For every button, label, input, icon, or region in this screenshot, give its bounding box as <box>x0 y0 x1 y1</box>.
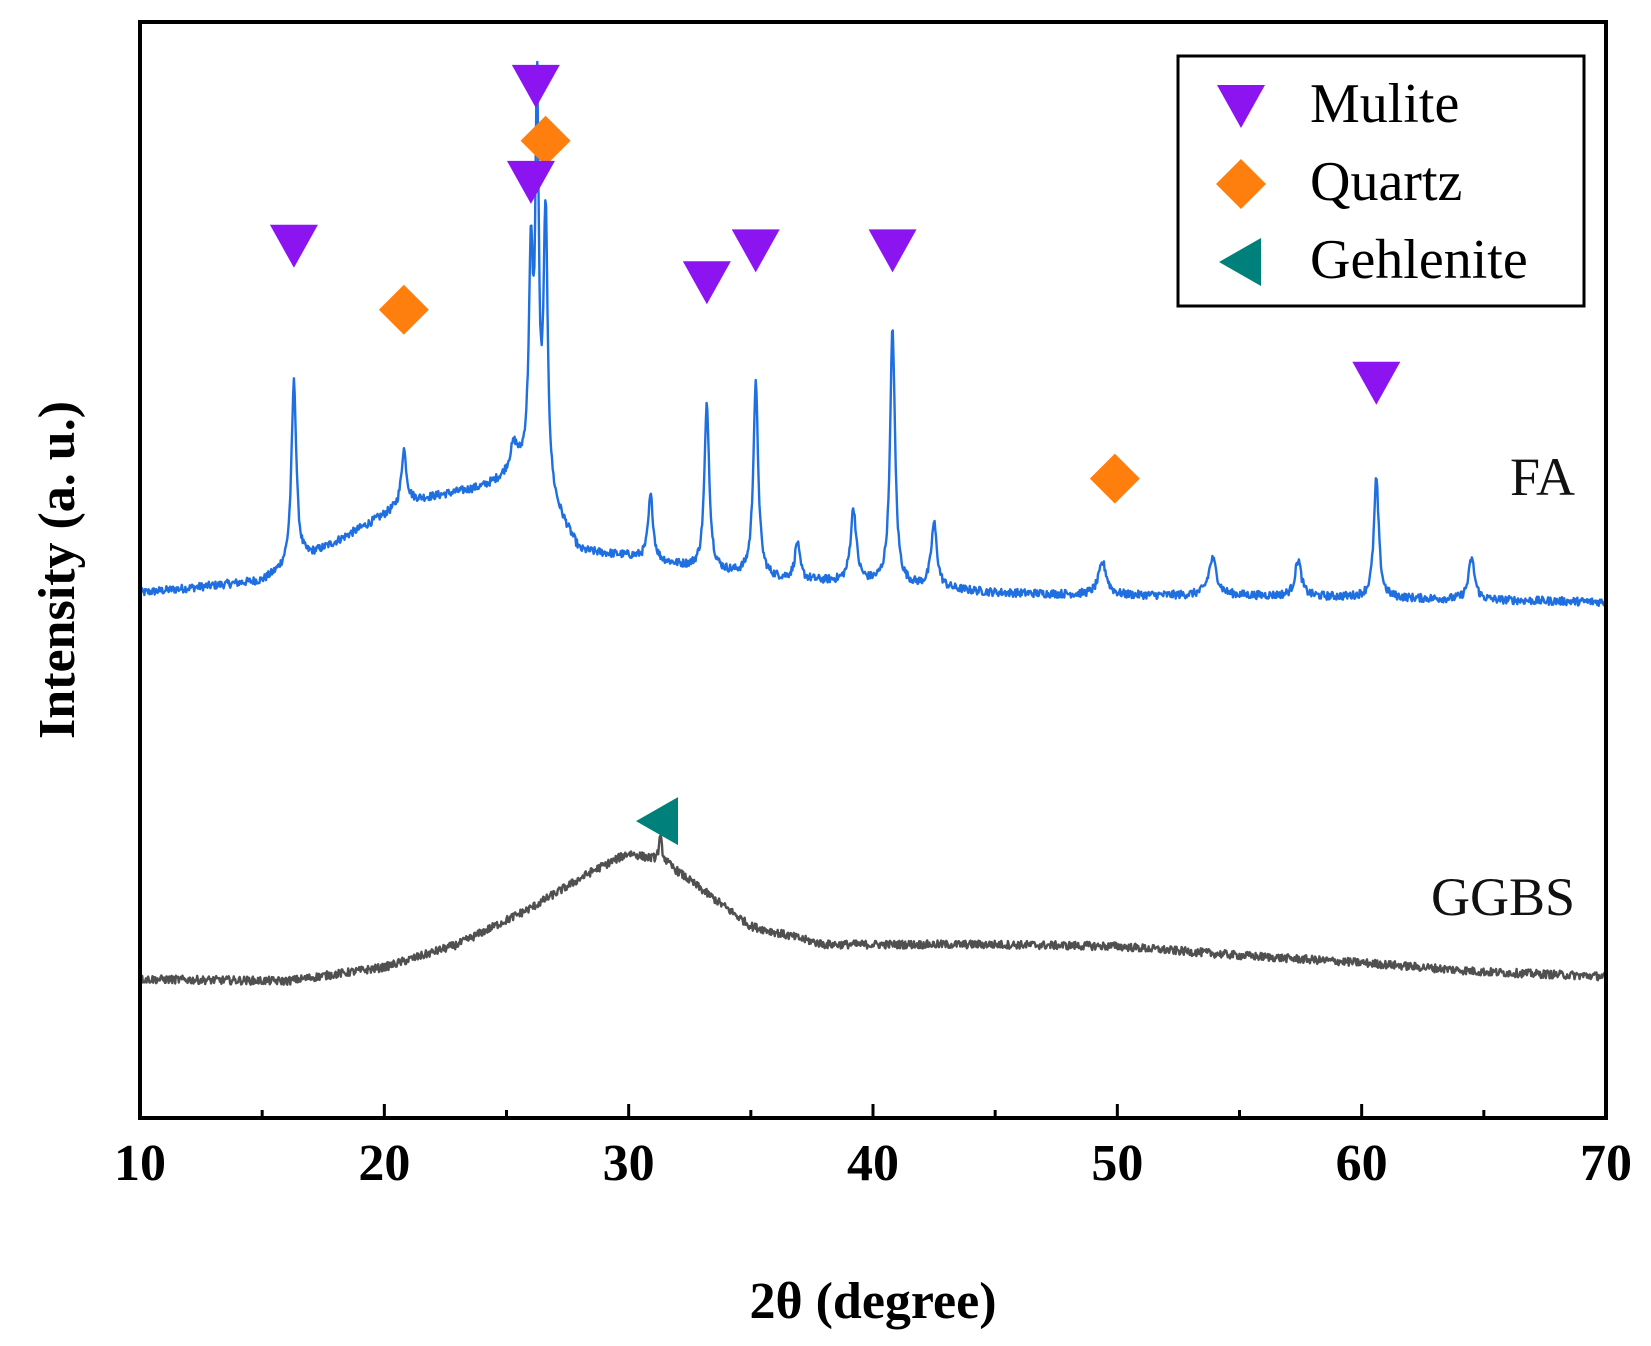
series-layer <box>138 60 1608 986</box>
mulite-marker <box>682 261 731 305</box>
mulite-marker <box>511 64 560 108</box>
quartz-marker <box>520 115 571 166</box>
legend-label-quartz: Quartz <box>1310 151 1462 213</box>
legend-label-gehlenite: Gehlenite <box>1310 229 1528 291</box>
quartz-marker <box>1089 453 1140 504</box>
quartz-marker <box>378 284 429 335</box>
gehlenite-marker <box>635 797 678 846</box>
phase-marker-layer <box>269 64 1401 846</box>
legend: Mulite Quartz Gehlenite <box>1176 54 1586 308</box>
x-tick-label-70: 70 <box>1580 1135 1632 1192</box>
legend-mulite-marker <box>1217 85 1265 128</box>
x-tick-label-20: 20 <box>358 1135 410 1192</box>
y-axis-title: Intensity (a. u.) <box>29 401 86 739</box>
legend-markers <box>1216 85 1266 286</box>
mulite-marker <box>1352 361 1401 405</box>
x-tick-label-50: 50 <box>1091 1135 1143 1192</box>
legend-quartz-marker <box>1216 159 1266 209</box>
x-tick-label-40: 40 <box>847 1135 899 1192</box>
mulite-marker <box>868 229 917 273</box>
mulite-marker <box>269 224 318 268</box>
series-label-fa: FA <box>1510 447 1575 507</box>
x-axis-ticks: 10 20 30 40 50 60 70 <box>114 1104 1632 1192</box>
legend-label-mulite: Mulite <box>1310 73 1459 135</box>
series-label-ggbs: GGBS <box>1431 867 1575 927</box>
series-line-fa <box>138 60 1608 607</box>
mulite-marker <box>506 160 555 204</box>
x-axis-title: 2θ (degree) <box>749 1273 996 1330</box>
legend-gehlenite-marker <box>1219 238 1261 286</box>
x-tick-label-60: 60 <box>1336 1135 1388 1192</box>
series-line-ggbs <box>139 834 1608 986</box>
x-tick-label-10: 10 <box>114 1135 166 1192</box>
x-tick-label-30: 30 <box>603 1135 655 1192</box>
mulite-marker <box>731 229 780 273</box>
